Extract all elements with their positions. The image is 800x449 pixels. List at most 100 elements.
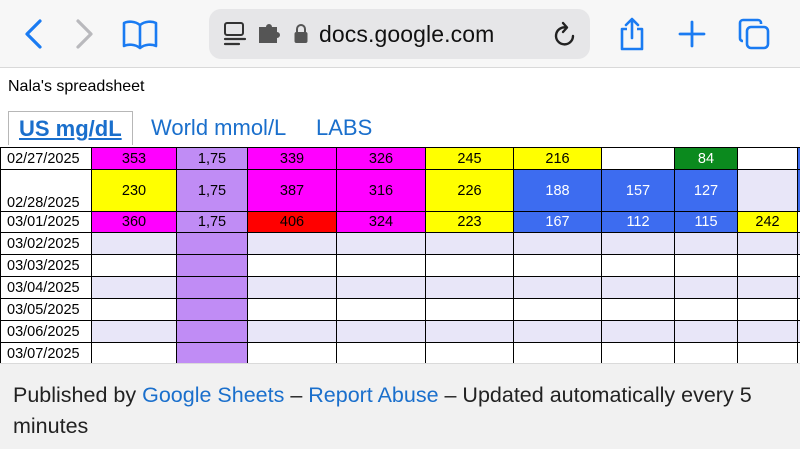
data-cell[interactable]: 324 [336, 211, 426, 233]
address-bar[interactable]: docs.google.com [209, 9, 590, 59]
data-cell[interactable] [91, 298, 177, 321]
data-cell[interactable] [425, 232, 514, 255]
data-cell[interactable] [425, 276, 514, 299]
data-cell[interactable]: 242 [737, 211, 798, 233]
date-cell[interactable]: 03/04/2025 [0, 276, 92, 299]
data-cell[interactable] [425, 298, 514, 321]
data-cell[interactable] [247, 254, 337, 277]
data-cell[interactable] [336, 342, 426, 363]
data-cell[interactable] [247, 342, 337, 363]
data-cell[interactable]: 84 [674, 147, 738, 170]
date-cell[interactable]: 03/07/2025 [0, 342, 92, 363]
extension-icon[interactable] [257, 23, 283, 45]
data-cell[interactable]: 127 [674, 169, 738, 212]
data-cell[interactable]: 188 [513, 169, 602, 212]
data-cell[interactable] [513, 320, 602, 343]
data-cell[interactable]: 339 [247, 147, 337, 170]
data-cell[interactable]: 406 [247, 211, 337, 233]
data-cell[interactable] [176, 320, 248, 343]
tab-labs[interactable]: LABS [316, 115, 373, 140]
forward-button[interactable] [64, 14, 104, 54]
data-cell[interactable]: 1,75 [176, 147, 248, 170]
data-cell[interactable] [176, 298, 248, 321]
data-cell[interactable] [176, 232, 248, 255]
data-cell[interactable] [737, 276, 798, 299]
data-cell[interactable] [425, 254, 514, 277]
data-cell[interactable] [336, 232, 426, 255]
report-abuse-link[interactable]: Report Abuse [308, 383, 439, 407]
data-cell[interactable] [91, 232, 177, 255]
data-cell[interactable] [737, 147, 798, 170]
share-button[interactable] [612, 14, 652, 54]
google-sheets-link[interactable]: Google Sheets [142, 383, 285, 407]
data-cell[interactable] [601, 254, 675, 277]
data-cell[interactable]: 387 [247, 169, 337, 212]
data-cell[interactable]: 326 [336, 147, 426, 170]
data-cell[interactable]: 115 [674, 211, 738, 233]
date-cell[interactable]: 02/27/2025 [0, 147, 92, 170]
data-cell[interactable] [737, 320, 798, 343]
data-cell[interactable]: 112 [601, 211, 675, 233]
data-cell[interactable] [737, 169, 798, 212]
data-cell[interactable] [336, 320, 426, 343]
date-cell[interactable]: 03/01/2025 [0, 211, 92, 233]
data-cell[interactable] [336, 298, 426, 321]
data-cell[interactable] [513, 342, 602, 363]
data-cell[interactable] [513, 232, 602, 255]
data-cell[interactable] [674, 254, 738, 277]
data-cell[interactable]: 223 [425, 211, 514, 233]
data-cell[interactable]: 226 [425, 169, 514, 212]
data-cell[interactable] [737, 342, 798, 363]
tab-world-mmol[interactable]: World mmol/L [151, 115, 287, 140]
data-cell[interactable]: 353 [91, 147, 177, 170]
data-cell[interactable] [674, 342, 738, 363]
bookmarks-button[interactable] [120, 14, 160, 54]
data-cell[interactable]: 1,75 [176, 211, 248, 233]
data-cell[interactable] [737, 254, 798, 277]
back-button[interactable] [14, 14, 54, 54]
tab-us-mgdl[interactable]: US mg/dL [8, 111, 133, 145]
data-cell[interactable]: 157 [601, 169, 675, 212]
data-cell[interactable] [601, 147, 675, 170]
reload-icon[interactable] [552, 21, 578, 49]
data-cell[interactable] [601, 298, 675, 321]
data-cell[interactable] [336, 276, 426, 299]
data-cell[interactable]: 316 [336, 169, 426, 212]
data-cell[interactable] [176, 276, 248, 299]
date-cell[interactable]: 02/28/2025 [0, 169, 92, 212]
data-cell[interactable] [91, 276, 177, 299]
data-cell[interactable] [601, 276, 675, 299]
data-cell[interactable] [247, 276, 337, 299]
data-cell[interactable] [797, 342, 800, 363]
data-cell[interactable] [513, 254, 602, 277]
data-cell[interactable]: 230 [91, 169, 177, 212]
date-cell[interactable]: 03/03/2025 [0, 254, 92, 277]
data-cell[interactable] [601, 232, 675, 255]
data-cell[interactable] [513, 298, 602, 321]
date-cell[interactable]: 03/05/2025 [0, 298, 92, 321]
reader-icon[interactable] [223, 21, 247, 47]
data-cell[interactable] [176, 342, 248, 363]
data-cell[interactable] [336, 254, 426, 277]
data-cell[interactable] [247, 232, 337, 255]
data-cell[interactable]: 167 [513, 211, 602, 233]
data-cell[interactable] [425, 320, 514, 343]
data-cell[interactable] [176, 254, 248, 277]
new-tab-button[interactable] [672, 14, 712, 54]
data-cell[interactable] [91, 254, 177, 277]
data-cell[interactable] [737, 298, 798, 321]
data-cell[interactable] [91, 320, 177, 343]
date-cell[interactable]: 03/06/2025 [0, 320, 92, 343]
data-cell[interactable] [674, 276, 738, 299]
data-cell[interactable] [425, 342, 514, 363]
data-cell[interactable] [91, 342, 177, 363]
data-cell[interactable] [601, 342, 675, 363]
data-cell[interactable] [737, 232, 798, 255]
data-cell[interactable] [674, 298, 738, 321]
data-cell[interactable] [247, 320, 337, 343]
data-cell[interactable] [601, 320, 675, 343]
tabs-overview-button[interactable] [734, 14, 774, 54]
data-cell[interactable] [674, 320, 738, 343]
data-cell[interactable]: 245 [425, 147, 514, 170]
data-cell[interactable]: 360 [91, 211, 177, 233]
